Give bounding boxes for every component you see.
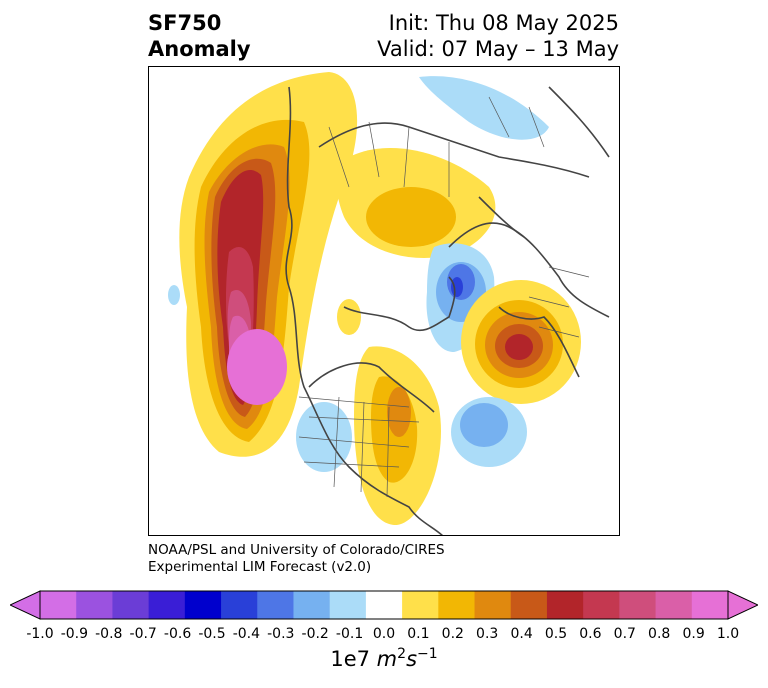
- colorbar-tick-label: -0.9: [60, 626, 89, 642]
- colorbar-units: 1e7 m2s−1: [0, 646, 768, 671]
- atlantic-trough: [451, 397, 527, 467]
- colorbar-cell: [510, 591, 548, 619]
- colorbar-cell: [184, 591, 222, 619]
- colorbar-tick-label: 0.3: [476, 626, 499, 642]
- colorbar-cell: [546, 591, 584, 619]
- atlantic-ridge: [461, 280, 581, 404]
- forecast-dates: Init: Thu 08 May 2025 Valid: 07 May – 13…: [377, 10, 619, 62]
- data-credit: NOAA/PSL and University of Colorado/CIRE…: [148, 542, 445, 576]
- units-m-exp: 2: [397, 646, 407, 662]
- colorbar-cell: [402, 591, 439, 619]
- colorbar-tick-label: 0.1: [407, 626, 430, 642]
- namerica-ridge: [354, 346, 441, 526]
- colorbar-tick-label: -0.3: [267, 626, 295, 642]
- colorbar-tick-label: -0.2: [301, 626, 329, 642]
- colorbar-tick-label: 0.9: [682, 626, 705, 642]
- colorbar-cell: [329, 591, 367, 619]
- colorbar-tick-label: -0.6: [163, 626, 192, 642]
- colorbar-tick-label: -0.1: [335, 626, 364, 642]
- asia-trough: [419, 76, 549, 140]
- pacific-ridge: [179, 72, 358, 457]
- borders: [298, 96, 590, 498]
- colorbar-tick-label: 0.2: [441, 626, 464, 642]
- init-date: Init: Thu 08 May 2025: [388, 11, 619, 35]
- colorbar-tick-label: 1.0: [716, 626, 740, 642]
- colorbar-cell: [112, 591, 150, 619]
- colorbar-cell: [619, 591, 657, 619]
- map-panel: [148, 66, 620, 536]
- map-title: SF750 Anomaly: [148, 10, 251, 62]
- small-negative: [168, 285, 180, 305]
- colorbar: [10, 590, 758, 620]
- colorbar-tick-label: -0.8: [95, 626, 123, 642]
- colorbar-tick-label: -1.0: [26, 626, 54, 642]
- colorbar-max-extend: [727, 590, 758, 620]
- credit-line1: NOAA/PSL and University of Colorado/CIRE…: [148, 542, 445, 558]
- colorbar-cell: [257, 591, 294, 619]
- colorbar-ticks: -1.0 -0.9 -0.8 -0.7 -0.6 -0.5 -0.4 -0.3 -0.2 -0.1…: [0, 626, 768, 646]
- anomaly-label: Anomaly: [148, 37, 251, 61]
- colorbar-cell: [474, 591, 512, 619]
- small-positive: [337, 299, 361, 335]
- colorbar-tick-label: 0.7: [613, 626, 636, 642]
- units-s: s: [406, 647, 418, 671]
- colorbar-cell: [221, 591, 258, 619]
- colorbar-min-extend: [10, 590, 41, 620]
- variable-label: SF750: [148, 11, 222, 35]
- colorbar-cell: [438, 591, 476, 619]
- colorbar-tick-label: 0.6: [579, 626, 602, 642]
- colorbar-cell: [293, 591, 331, 619]
- colorbar-tick-label: 0.8: [648, 626, 671, 642]
- colorbar-tick-label: 0.5: [544, 626, 568, 642]
- units-prefix: 1e7: [330, 647, 377, 671]
- colorbar-tick-label: 0.0: [372, 626, 396, 642]
- credit-line2: Experimental LIM Forecast (v2.0): [148, 559, 372, 575]
- colorbar-cell: [691, 591, 729, 619]
- arctic-ridge: [337, 148, 496, 258]
- colorbar-cell: [655, 591, 693, 619]
- coastlines: [285, 86, 610, 535]
- colorbar-cell: [76, 591, 113, 619]
- anomaly-map: [168, 72, 610, 535]
- colorbar-tick-label: -0.5: [198, 626, 226, 642]
- colorbar-cell: [148, 591, 186, 619]
- colorbar-cell: [365, 591, 403, 619]
- units-m: m: [376, 647, 398, 671]
- colorbar-cell: [583, 591, 620, 619]
- colorbar-outline: [39, 590, 729, 620]
- colorbar-tick-label: 0.4: [510, 626, 533, 642]
- units-s-exp: −1: [417, 646, 438, 662]
- colorbar-tick-label: -0.4: [232, 626, 261, 642]
- valid-range: Valid: 07 May – 13 May: [377, 37, 619, 61]
- colorbar-cell: [40, 591, 77, 619]
- colorbar-tick-label: -0.7: [129, 626, 157, 642]
